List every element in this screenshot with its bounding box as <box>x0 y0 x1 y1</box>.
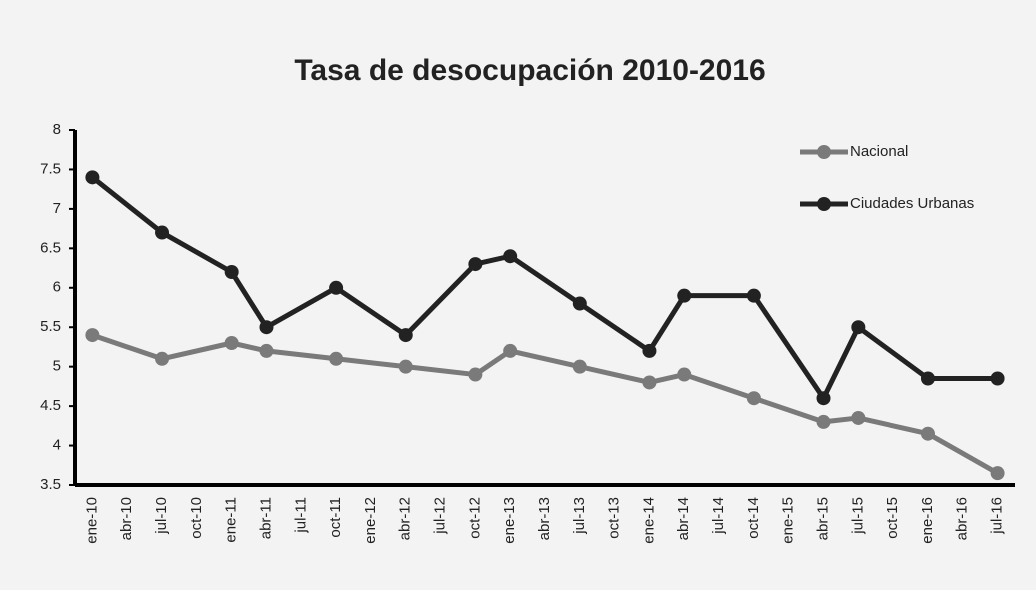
y-tick-label: 4.5 <box>40 397 61 414</box>
x-tick-label: jul-14 <box>710 497 727 535</box>
x-tick-label: jul-13 <box>571 497 588 535</box>
legend-marker <box>817 197 831 211</box>
x-tick-label: abr-15 <box>814 497 831 540</box>
y-tick-label: 7.5 <box>40 160 61 177</box>
x-tick-label: jul-10 <box>153 497 170 535</box>
point <box>851 320 866 335</box>
x-tick-label: oct-10 <box>188 497 205 539</box>
x-tick-label: jul-16 <box>989 497 1006 535</box>
legend-label: Nacional <box>850 143 908 160</box>
point <box>155 225 170 240</box>
series-line <box>90 175 998 401</box>
x-tick-label: jul-11 <box>292 497 309 534</box>
x-tick-label: ene-15 <box>780 497 797 544</box>
y-tick-label: 6 <box>53 279 61 296</box>
point <box>990 466 1005 481</box>
x-tick-label: ene-11 <box>223 497 240 543</box>
y-tick-label: 5.5 <box>40 318 61 335</box>
point <box>990 371 1005 386</box>
point <box>224 265 239 279</box>
point <box>851 410 866 425</box>
x-tick-label: oct-15 <box>884 497 901 539</box>
point <box>468 257 483 272</box>
x-tick-label: abr-13 <box>536 497 553 540</box>
x-tick-label: ene-13 <box>501 497 518 544</box>
point <box>816 414 831 429</box>
point <box>155 351 170 366</box>
point <box>816 391 831 406</box>
point <box>503 249 518 264</box>
x-tick-label: ene-10 <box>83 497 100 544</box>
y-tick-label: 7 <box>53 200 61 217</box>
x-tick-label: abr-14 <box>675 497 692 540</box>
x-tick-label: jul-12 <box>432 497 449 535</box>
legend-marker <box>817 145 831 159</box>
point <box>398 328 413 343</box>
chart-title: Tasa de desocupación 2010-2016 <box>294 54 765 87</box>
x-tick-label: oct-11 <box>327 497 344 538</box>
point <box>329 280 344 295</box>
y-tick-label: 8 <box>53 121 61 138</box>
point <box>503 343 518 358</box>
series-line <box>91 332 999 476</box>
x-tick-label: ene-16 <box>919 497 936 544</box>
point <box>642 375 657 390</box>
legend-label: Ciudades Urbanas <box>850 195 974 212</box>
y-tick-label: 3.5 <box>40 476 61 493</box>
point <box>259 320 274 335</box>
x-tick-label: oct-14 <box>745 497 762 539</box>
point <box>746 391 761 406</box>
point <box>642 343 657 358</box>
point <box>677 288 692 303</box>
x-tick-label: oct-12 <box>466 497 483 539</box>
point <box>85 328 100 343</box>
y-tick-label: 5 <box>53 358 61 375</box>
point <box>572 296 587 311</box>
y-tick-label: 4 <box>53 437 61 454</box>
point <box>468 367 483 382</box>
x-tick-label: ene-14 <box>640 497 657 544</box>
x-tick-label: jul-15 <box>849 497 866 535</box>
point <box>677 367 692 382</box>
point <box>920 426 935 441</box>
y-tick-label: 6.5 <box>40 239 61 256</box>
point <box>572 359 587 374</box>
x-tick-label: ene-12 <box>362 497 379 544</box>
point <box>85 170 100 185</box>
point <box>329 351 344 366</box>
x-tick-label: abr-10 <box>118 497 135 540</box>
point <box>398 359 413 374</box>
x-tick-label: abr-12 <box>397 497 414 540</box>
point <box>259 343 274 358</box>
point <box>746 288 761 303</box>
point <box>920 371 935 386</box>
x-tick-label: abr-16 <box>954 497 971 540</box>
point <box>224 336 239 350</box>
x-tick-label: abr-11 <box>257 497 274 539</box>
x-tick-label: oct-13 <box>606 497 623 539</box>
